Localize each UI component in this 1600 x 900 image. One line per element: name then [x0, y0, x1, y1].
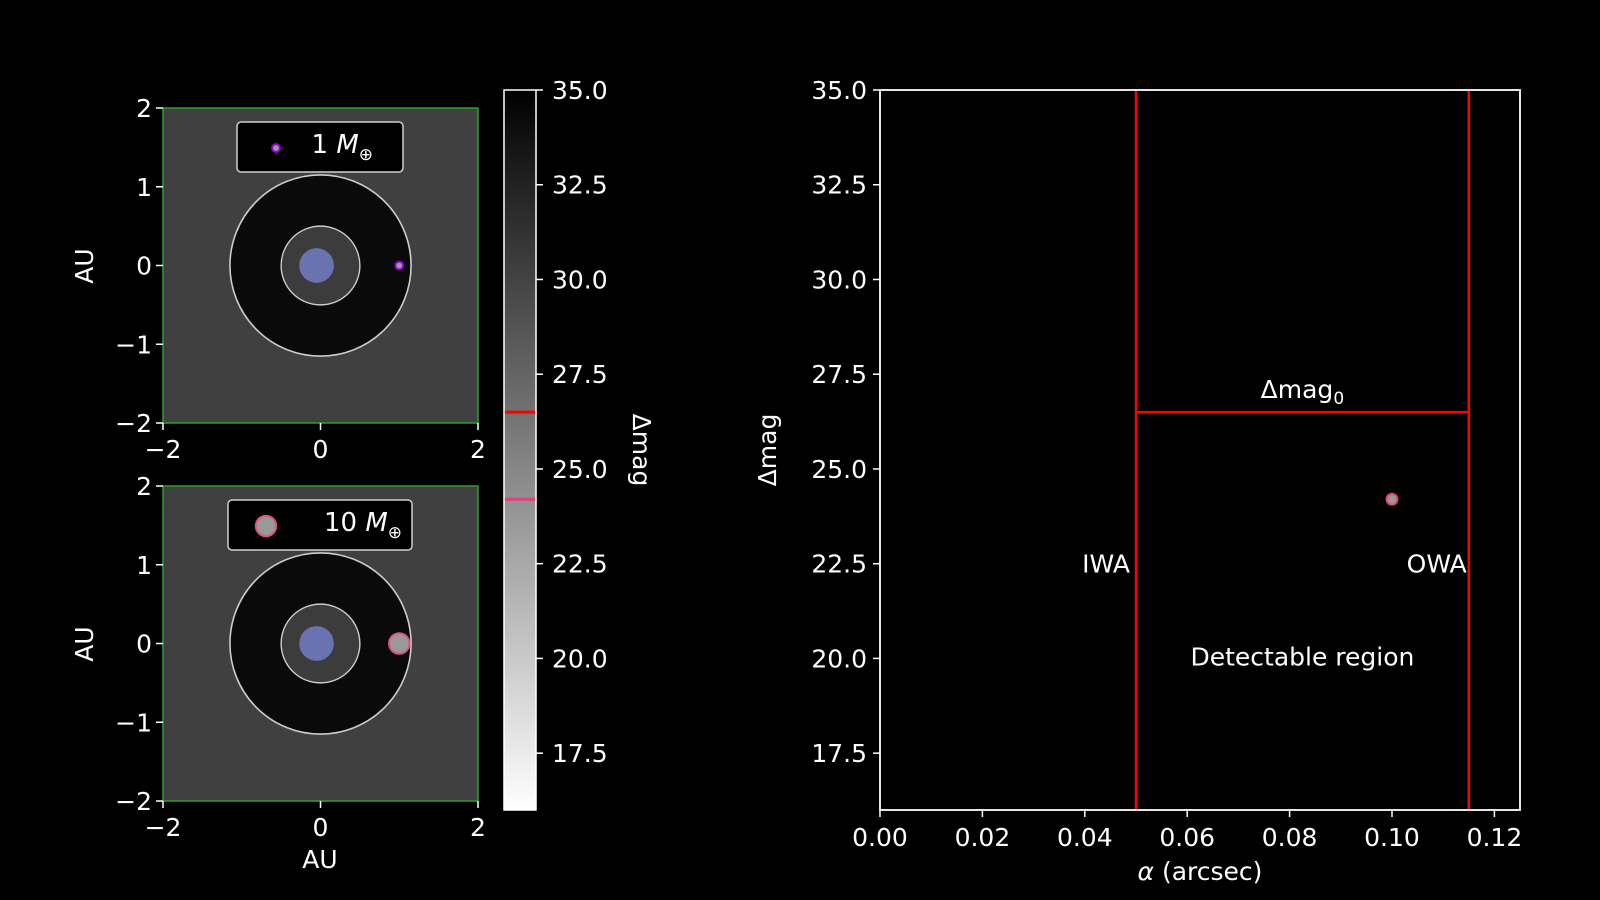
owa-annotation: OWA	[1407, 550, 1467, 579]
colorbar-tick-label: 22.5	[552, 550, 608, 579]
x-tick-label: 0	[313, 435, 329, 464]
planet-marker	[395, 262, 403, 270]
colorbar-tick-label: 25.0	[552, 455, 608, 484]
y-tick-label: 1	[136, 551, 152, 580]
dmag0-annotation: Δmag0	[1261, 375, 1344, 409]
y-tick-label: 20.0	[811, 644, 867, 673]
iwa-annotation: IWA	[1082, 550, 1130, 579]
detection-plot-x-axis-label: α (arcsec)	[1138, 857, 1263, 886]
y-tick-label: 0	[136, 252, 152, 281]
x-tick-label: 0.02	[955, 823, 1011, 852]
x-tick-label: 2	[470, 435, 486, 464]
planet-detection-point	[1387, 494, 1398, 505]
y-tick-label: 22.5	[811, 550, 867, 579]
y-tick-label: −2	[115, 787, 152, 816]
x-tick-label: −2	[145, 435, 182, 464]
star-marker	[299, 626, 334, 661]
orbit-plot-2-x-axis-label: AU	[302, 845, 337, 874]
orbit-plot-1-geometry	[230, 175, 411, 356]
y-tick-label: 35.0	[811, 76, 867, 105]
x-tick-label: 0	[313, 813, 329, 842]
y-tick-label: 17.5	[811, 739, 867, 768]
x-tick-label: −2	[145, 813, 182, 842]
y-tick-label: 25.0	[811, 455, 867, 484]
legend-planet-marker	[256, 516, 276, 536]
y-tick-label: 0	[136, 630, 152, 659]
star-marker	[299, 248, 334, 283]
x-tick-label: 0.12	[1467, 823, 1523, 852]
y-tick-label: 2	[136, 94, 152, 123]
y-tick-label: 1	[136, 173, 152, 202]
colorbar-tick-label: 27.5	[552, 360, 608, 389]
orbit-plot-2-legend: 10 M⊕	[228, 500, 412, 550]
y-tick-label: 2	[136, 472, 152, 501]
x-tick-label: 0.04	[1057, 823, 1113, 852]
detection-plot-y-axis-label: Δmag	[753, 414, 782, 487]
x-tick-label: 2	[470, 813, 486, 842]
detection-plot-background	[880, 90, 1520, 810]
colorbar-label: Δmag	[627, 414, 656, 487]
orbit-plot-2-y-axis-label: AU	[70, 626, 99, 661]
colorbar-tick-label: 17.5	[552, 739, 608, 768]
x-tick-label: 0.10	[1364, 823, 1420, 852]
colorbar-gradient	[504, 90, 536, 810]
legend-planet-marker	[272, 144, 280, 152]
colorbar-tick-label: 20.0	[552, 644, 608, 673]
colorbar-tick-label: 32.5	[552, 171, 608, 200]
orbit-plot-2-geometry	[230, 553, 411, 734]
colorbar-tick-label: 35.0	[552, 76, 608, 105]
y-tick-label: 27.5	[811, 360, 867, 389]
detectable-region-annotation: Detectable region	[1190, 642, 1414, 671]
y-tick-label: −1	[115, 330, 152, 359]
colorbar-tick-label: 30.0	[552, 265, 608, 294]
x-tick-label: 0.00	[852, 823, 908, 852]
detection-points	[1387, 494, 1398, 505]
y-tick-label: 30.0	[811, 265, 867, 294]
y-tick-label: −2	[115, 409, 152, 438]
planet-marker	[389, 633, 409, 653]
y-tick-label: −1	[115, 708, 152, 737]
y-tick-label: 32.5	[811, 171, 867, 200]
orbit-plot-1-legend: 1 M⊕	[237, 122, 403, 172]
x-tick-label: 0.08	[1262, 823, 1318, 852]
orbit-plot-1-y-axis-label: AU	[70, 248, 99, 283]
x-tick-label: 0.06	[1159, 823, 1215, 852]
